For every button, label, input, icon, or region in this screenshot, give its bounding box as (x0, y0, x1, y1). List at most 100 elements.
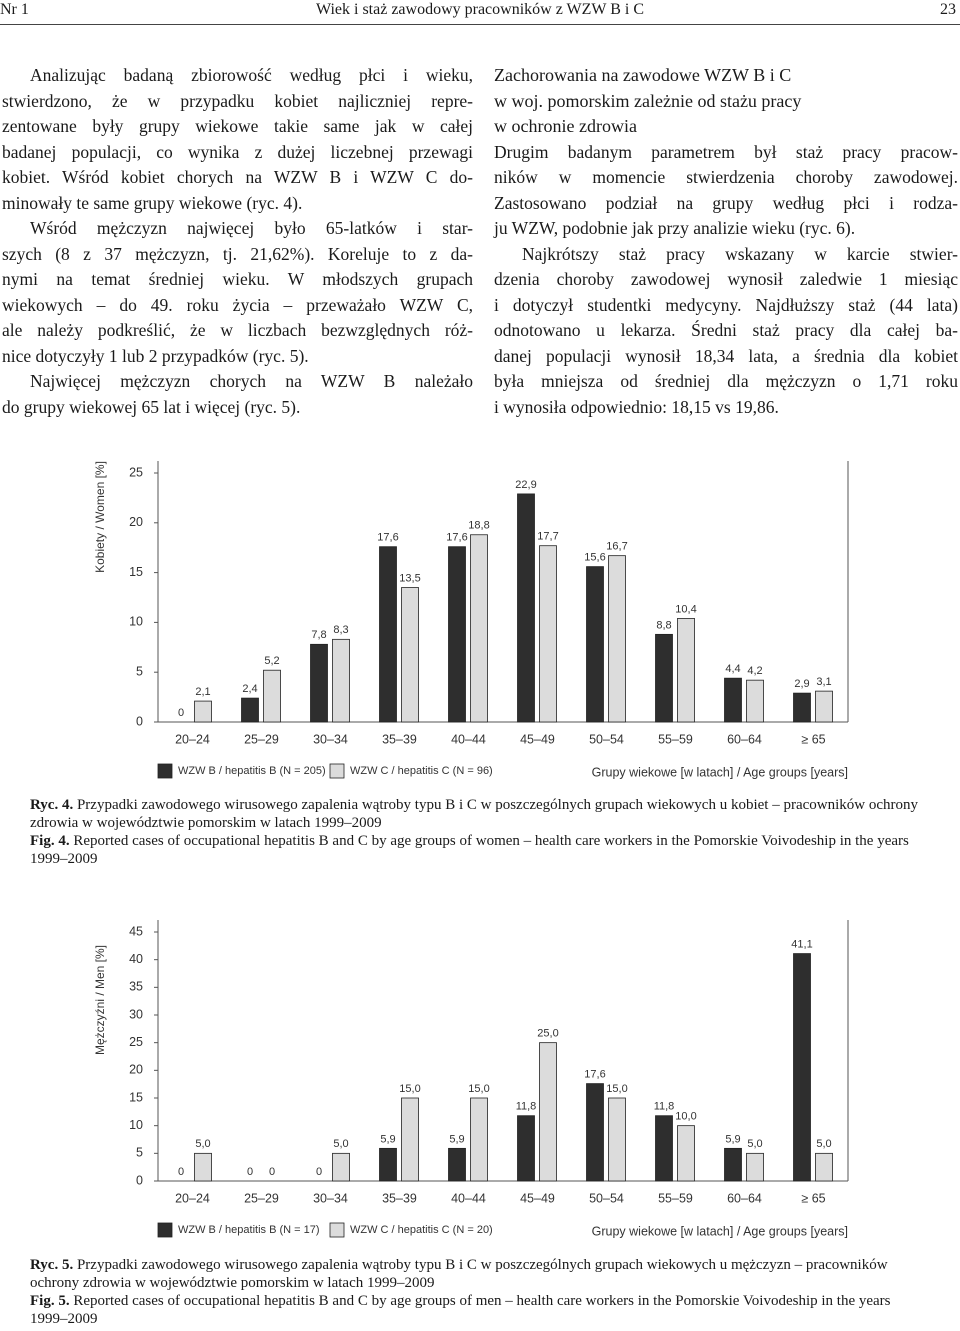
x-tick-label: 60–64 (727, 732, 762, 746)
bar (310, 643, 328, 723)
issue-number: Nr 1 (0, 1, 29, 18)
bar (608, 555, 626, 723)
bar (517, 493, 535, 723)
section-heading: w ochronie zdrowia (494, 116, 637, 136)
bar (655, 633, 673, 723)
y-tick-label: 0 (136, 1173, 143, 1187)
caption-polish: Ryc. 4. Przypadki zawodowego wirusowego … (30, 796, 930, 832)
caption-english: Fig. 4. Reported cases of occupational h… (30, 832, 930, 868)
legend-label: WZW C / hepatitis C (N = 96) (350, 765, 493, 777)
x-tick-label: 40–44 (451, 1191, 486, 1205)
text-line: nice dotyczyły 1 lub 2 przypadków (ryc. … (2, 345, 309, 366)
text-line: szych (8 z 37 mężczyzn, tj. 21,62%). Kor… (2, 243, 473, 264)
value-label: 17,7 (537, 531, 558, 543)
legend-swatch (329, 763, 345, 779)
value-label: 2,9 (794, 678, 809, 690)
legend-label: WZW B / hepatitis B (N = 205) (178, 765, 326, 777)
bar (746, 1152, 764, 1182)
bar (241, 697, 259, 723)
value-label: 5,0 (816, 1138, 831, 1150)
value-label: 0 (178, 1166, 184, 1178)
value-label: 18,8 (468, 520, 489, 532)
x-tick-label: 30–34 (313, 732, 348, 746)
value-label: 13,5 (399, 572, 420, 584)
value-label: 22,9 (515, 479, 536, 491)
caption-polish: Ryc. 5. Przypadki zawodowego wirusowego … (30, 1256, 930, 1292)
bar (194, 1152, 212, 1182)
right-column: Zachorowania na zawodowe WZW B i C w woj.… (494, 63, 958, 420)
value-label: 2,1 (195, 686, 210, 698)
text-line: Najwięcej mężczyzn chorych na WZW B nale… (30, 371, 473, 391)
value-label: 17,6 (584, 1069, 605, 1081)
chart: Kobiety / Women [%] 0 5 10 15 20 25 20–24 0 2,1 25… (93, 461, 849, 779)
value-label: 5,0 (333, 1138, 348, 1150)
bar (332, 638, 350, 723)
y-axis-title: Kobiety / Women [%] (93, 461, 107, 573)
bar (677, 1125, 695, 1182)
bar (332, 1152, 350, 1182)
y-tick-label: 10 (129, 615, 143, 629)
caption-text: Reported cases of occupational hepatitis… (30, 1293, 891, 1327)
text-line: Drugim badanym parametrem był staż pracy… (494, 141, 958, 162)
y-tick-label: 15 (129, 565, 143, 579)
x-tick-label: 35–39 (382, 732, 417, 746)
text-line: dzenia choroby zawodowej wynosił zaledwi… (494, 269, 958, 289)
value-label: 15,0 (399, 1083, 420, 1095)
bar (194, 700, 212, 723)
x-tick-label: 20–24 (175, 732, 210, 746)
value-label: 8,3 (333, 624, 348, 636)
bar (379, 1147, 397, 1182)
bar (608, 1097, 626, 1182)
value-label: 5,2 (264, 655, 279, 667)
value-label: 15,0 (606, 1083, 627, 1095)
x-tick-label: 45–49 (520, 732, 555, 746)
text-line: danej populacji wynosił 18,34 lata, a śr… (494, 345, 958, 366)
value-label: 17,6 (446, 532, 467, 544)
bar (655, 1115, 673, 1182)
value-label: 0 (247, 1166, 253, 1178)
x-tick-label: 60–64 (727, 1191, 762, 1205)
legend-swatch (157, 763, 173, 779)
bar (815, 1152, 833, 1182)
legend-label: WZW C / hepatitis C (N = 20) (350, 1224, 493, 1236)
value-label: 25,0 (537, 1028, 558, 1040)
value-label: 2,4 (242, 683, 257, 695)
x-tick-label: 50–54 (589, 1191, 624, 1205)
bar (793, 953, 811, 1182)
bar (517, 1115, 535, 1182)
text-line: odnotowano u lekarza. Średni staż pracy … (494, 320, 958, 340)
value-label: 11,8 (654, 1101, 675, 1113)
x-axis-title: Grupy wiekowe [w latach] / Age groups [y… (592, 1224, 848, 1238)
legend-label: WZW B / hepatitis B (N = 17) (178, 1224, 320, 1236)
y-tick-label: 15 (129, 1090, 143, 1104)
bar (724, 677, 742, 723)
text-line: do grupy wiekowej 65 lat i więcej (ryc. … (2, 396, 301, 417)
page-number: 23 (940, 1, 956, 18)
y-tick-label: 20 (129, 1063, 143, 1077)
x-tick-label: 25–29 (244, 1191, 279, 1205)
x-axis-title: Grupy wiekowe [w latach] / Age groups [y… (592, 765, 848, 779)
bar (586, 1083, 604, 1182)
text-line: Analizując badaną zbiorowość według płci… (30, 65, 473, 85)
section-heading: Zachorowania na zawodowe WZW B i C (494, 65, 792, 85)
text-line: ale należy podkreślić, że w liczbach bez… (2, 320, 473, 340)
text-line: Zastosowano podział na grupy według płci… (494, 192, 958, 213)
bar (379, 546, 397, 723)
x-tick-label: 25–29 (244, 732, 279, 746)
bar (724, 1147, 742, 1182)
y-tick-label: 5 (136, 1146, 143, 1160)
bar (448, 546, 466, 723)
text-line: stwierdzono, że w przypadku kobiet najli… (2, 90, 473, 111)
x-tick-label: 30–34 (313, 1191, 348, 1205)
text-line: ników w momencie stwierdzenia choroby za… (494, 167, 958, 187)
caption-text: Reported cases of occupational hepatitis… (30, 833, 909, 867)
value-label: 41,1 (791, 938, 812, 950)
bar (586, 566, 604, 723)
value-label: 5,9 (380, 1133, 395, 1145)
y-tick-label: 5 (136, 664, 143, 678)
text-line: i dotyczył studentki medycyny. Najdłuższ… (494, 294, 958, 315)
x-tick-label: 40–44 (451, 732, 486, 746)
caption-label: Ryc. 5. (30, 1257, 74, 1273)
caption-text: Przypadki zawodowego wirusowego zapaleni… (30, 1257, 888, 1291)
